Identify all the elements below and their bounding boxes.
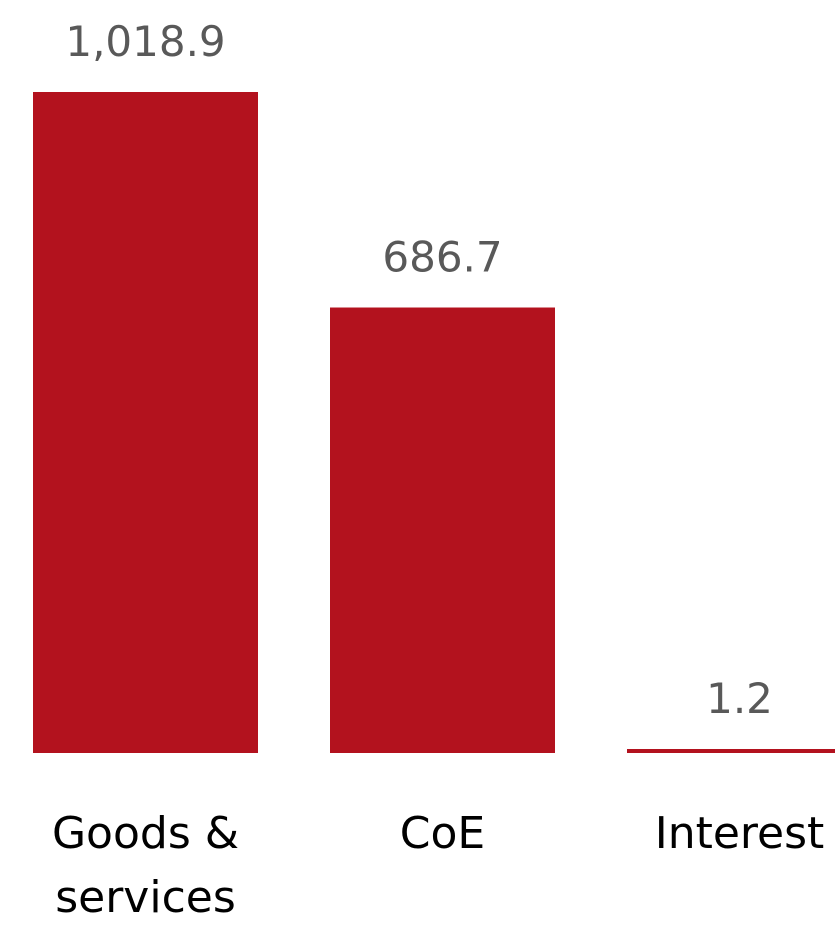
- category-label-3: Interest: [655, 808, 825, 859]
- bar-1: [33, 92, 258, 753]
- data-label-1: 1,018.9: [65, 17, 225, 66]
- bar-3: [627, 749, 835, 753]
- category-label-1-line-2: services: [55, 872, 236, 923]
- data-label-3: 1.2: [706, 674, 773, 723]
- category-label-1-line-1: Goods &: [52, 808, 239, 859]
- bar-2: [330, 307, 555, 753]
- category-label-2: CoE: [400, 808, 485, 859]
- data-label-2: 686.7: [382, 233, 502, 282]
